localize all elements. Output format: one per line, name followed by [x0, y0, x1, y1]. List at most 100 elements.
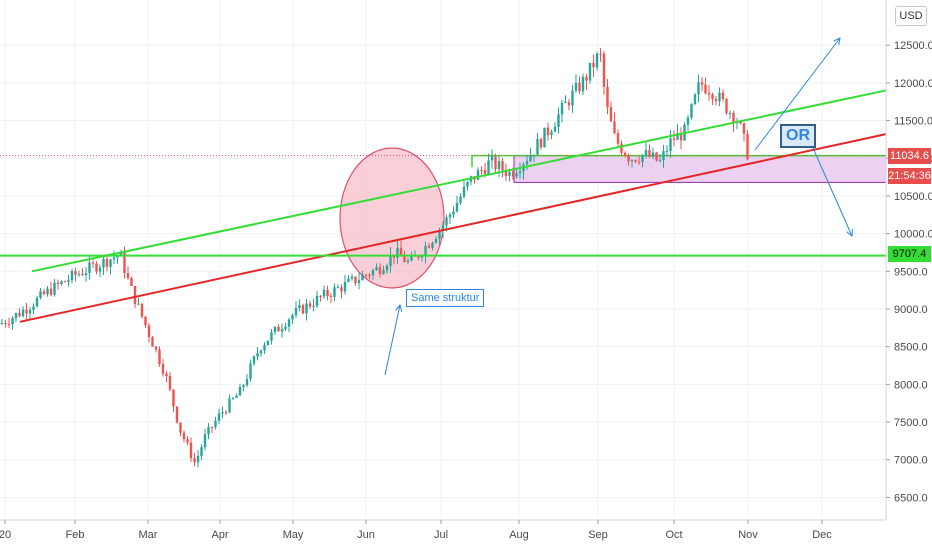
candle-body: [700, 82, 704, 85]
y-tick-label: 12500.0: [894, 40, 932, 52]
candle-body: [326, 289, 329, 296]
y-tick-label: 8000.0: [894, 379, 928, 391]
candle-body: [403, 256, 406, 263]
candle-body: [606, 86, 609, 108]
candle-body: [46, 288, 49, 295]
candle-body: [186, 439, 189, 443]
candle-body: [39, 291, 42, 298]
candle-body: [105, 258, 109, 267]
candle-body: [613, 121, 616, 134]
candle-body: [95, 263, 98, 272]
upper-trend-line: [31, 89, 887, 273]
candle-body: [242, 385, 245, 387]
candle-body: [581, 76, 585, 92]
x-tick-label: Apr: [211, 529, 228, 541]
x-tick-label: Aug: [509, 529, 529, 541]
candle-body: [70, 271, 74, 281]
candle-body: [539, 139, 543, 148]
x-tick-label: Jul: [434, 529, 448, 541]
candle-body: [42, 291, 46, 295]
candle-body: [441, 225, 445, 231]
candle-body: [721, 92, 725, 99]
candle-body: [704, 84, 707, 93]
candle-body: [637, 161, 641, 163]
candle-body: [196, 455, 200, 463]
candle-body: [557, 114, 560, 127]
candle-body: [165, 373, 168, 377]
candle-body: [623, 152, 627, 156]
candle-body: [214, 420, 217, 428]
candle-body: [574, 82, 578, 91]
candle-body: [84, 273, 88, 276]
candle-body: [333, 287, 336, 297]
candle-body: [455, 202, 459, 212]
candle-body: [256, 353, 259, 357]
candle-body: [357, 280, 361, 284]
candle-body: [490, 156, 494, 161]
candle-body: [707, 92, 711, 95]
candle-body: [739, 121, 742, 124]
candle-body: [224, 412, 228, 414]
x-tick-label: Oct: [665, 529, 682, 541]
structure-annotation[interactable]: Same struktur: [406, 289, 485, 307]
candle-body: [693, 94, 697, 105]
candle-body: [385, 265, 389, 271]
candle-body: [126, 273, 130, 278]
candle-body: [336, 287, 340, 289]
candle-body: [431, 242, 434, 248]
candle-body: [200, 447, 203, 456]
candle-body: [543, 127, 546, 148]
candle-body: [210, 426, 214, 428]
candle-body: [221, 412, 224, 414]
candle-body: [427, 245, 431, 248]
candle-body: [137, 303, 140, 305]
candle-body: [571, 90, 574, 106]
y-tick-label: 10500.0: [894, 191, 932, 203]
candle-body: [119, 252, 123, 256]
y-tick-label: 7500.0: [894, 417, 928, 429]
candle-body: [497, 161, 501, 170]
candle-body: [161, 363, 165, 374]
candle-body: [4, 323, 7, 325]
candle-body: [634, 160, 637, 162]
candle-body: [599, 53, 602, 55]
candle-body: [658, 159, 662, 161]
candle-body: [228, 398, 231, 413]
candle-body: [347, 278, 350, 282]
candle-body: [676, 133, 679, 140]
candle-body: [438, 230, 441, 239]
up-scenario-arrow: [754, 37, 841, 151]
currency-badge[interactable]: USD: [895, 6, 927, 26]
candle-body: [410, 256, 413, 261]
candle-body: [308, 303, 312, 307]
y-tick-label: 9000.0: [894, 304, 928, 316]
candle-body: [375, 267, 378, 271]
candle-body: [179, 422, 182, 433]
or-annotation[interactable]: OR: [780, 124, 816, 148]
lower-trend-line: [19, 133, 887, 323]
candle-body: [382, 270, 385, 275]
candle-body: [319, 295, 322, 297]
candle-body: [389, 254, 392, 266]
candle-body: [679, 133, 683, 141]
candle-body: [371, 270, 375, 276]
candle-body: [130, 277, 133, 286]
candle-body: [609, 107, 613, 122]
candle-body: [466, 181, 469, 187]
candle-body: [287, 319, 291, 327]
candle-body: [14, 313, 18, 319]
candle-body: [364, 274, 368, 276]
candle-body: [298, 305, 301, 309]
candle-body: [343, 281, 347, 292]
candle-body: [434, 238, 438, 243]
candle-body: [480, 170, 483, 172]
candle-body: [518, 171, 522, 174]
candle-body: [350, 276, 354, 279]
candle-body: [515, 173, 518, 177]
candle-body: [616, 133, 620, 144]
structure-circle: [339, 147, 445, 289]
candle-body: [630, 160, 634, 162]
candle-body: [620, 143, 623, 153]
trend-lines: [0, 37, 887, 376]
